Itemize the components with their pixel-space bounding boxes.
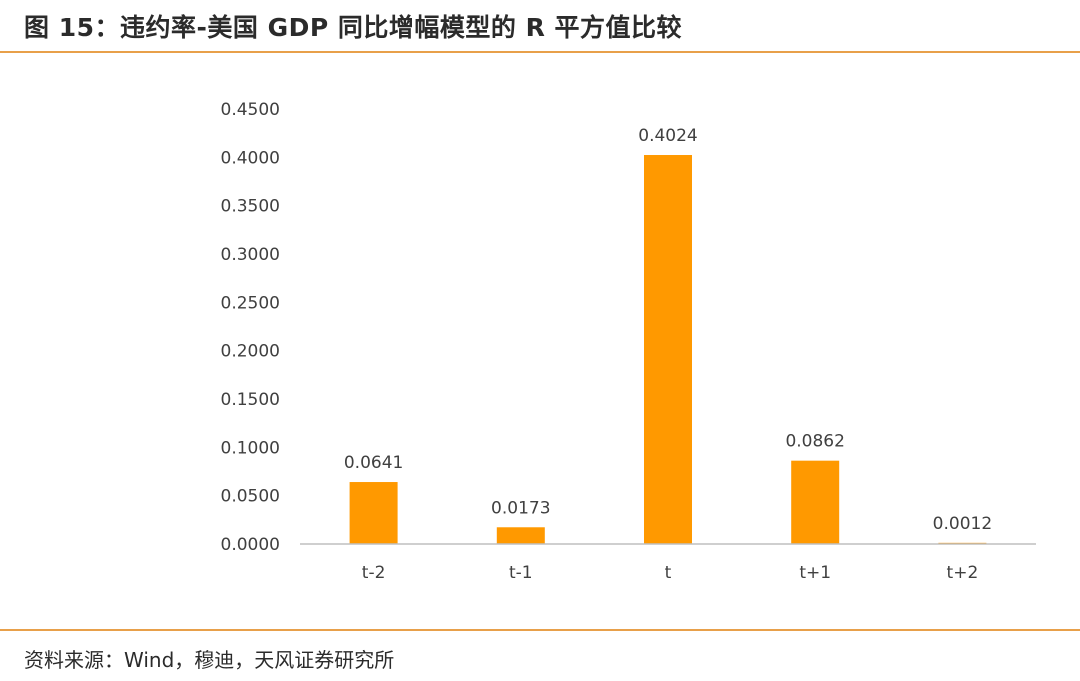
x-axis: t-2 t-1 t t+1 t+2 xyxy=(300,543,1036,583)
y-tick-label: 0.1000 xyxy=(221,438,280,458)
data-label: 0.0173 xyxy=(491,498,550,518)
y-tick-label: 0.4500 xyxy=(221,100,280,120)
top-divider xyxy=(0,51,1080,53)
y-tick-label: 0.0500 xyxy=(221,487,280,507)
data-label: 0.0012 xyxy=(933,514,992,534)
source-note: 资料来源：Wind，穆迪，天风证券研究所 xyxy=(24,648,395,672)
y-tick-label: 0.3000 xyxy=(221,245,280,265)
x-tick-label: t+2 xyxy=(947,563,979,583)
y-tick-label: 0.2000 xyxy=(221,342,280,362)
y-tick-label: 0.3500 xyxy=(221,197,280,217)
x-tick-label: t-1 xyxy=(509,563,533,583)
x-tick-label: t xyxy=(665,563,672,583)
bar-t-1 xyxy=(496,527,545,544)
data-labels: 0.0641 0.0173 0.4024 0.0862 0.0012 xyxy=(344,126,992,534)
bar-t+1 xyxy=(791,460,840,544)
bottom-divider xyxy=(0,629,1080,631)
data-label: 0.4024 xyxy=(638,126,697,146)
y-tick-label: 0.4000 xyxy=(221,148,280,168)
y-tick-label: 0.0000 xyxy=(221,535,280,555)
figure-title: 图 15：违约率-美国 GDP 同比增幅模型的 R 平方值比较 xyxy=(24,13,683,42)
bar-t xyxy=(644,155,692,544)
bar-t-2 xyxy=(349,482,398,544)
data-label: 0.0862 xyxy=(785,432,844,452)
y-axis: 0.0000 0.0500 0.1000 0.1500 0.2000 0.2500 0.30… xyxy=(221,100,280,555)
x-tick-label: t+1 xyxy=(799,563,831,583)
bar-chart: 0.0000 0.0500 0.1000 0.1500 0.2000 0.2500 0.30… xyxy=(221,100,1036,583)
y-tick-label: 0.1500 xyxy=(221,390,280,410)
bars xyxy=(349,155,987,544)
x-tick-label: t-2 xyxy=(362,563,386,583)
y-tick-label: 0.2500 xyxy=(221,293,280,313)
data-label: 0.0641 xyxy=(344,453,403,473)
